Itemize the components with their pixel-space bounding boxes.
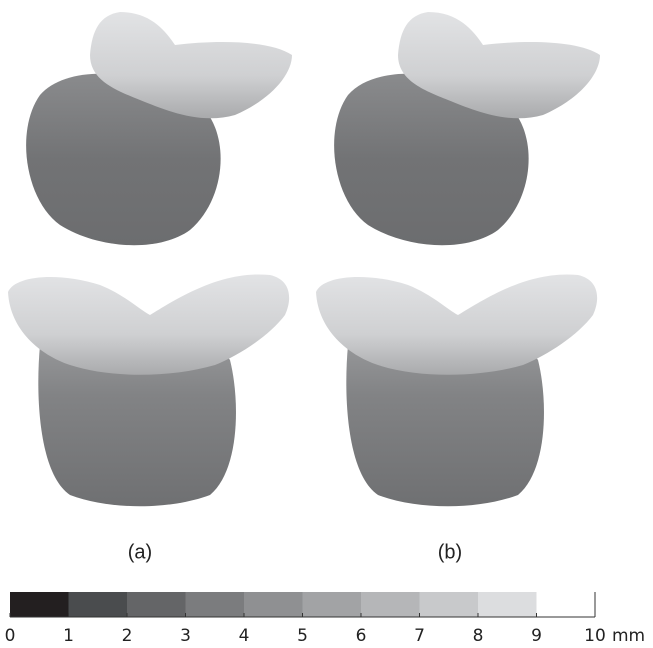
- shape-b-front: [316, 274, 597, 506]
- colorbar-segment: [478, 592, 537, 617]
- colorbar-segment: [69, 592, 128, 617]
- colorbar-segment: [303, 592, 362, 617]
- panel-label: (b): [438, 541, 462, 563]
- colorbar-segment: [537, 592, 596, 617]
- tick-label: 6: [356, 626, 367, 646]
- page: (a) (b) mm 012345678910 (() => { const d…: [0, 0, 653, 648]
- tick-label: 9: [531, 626, 542, 646]
- tick-label: 3: [180, 626, 191, 646]
- shape-b-top: [334, 12, 600, 245]
- tick-label: 4: [239, 626, 250, 646]
- figure: (a) (b) mm 0 1 2 3 4 5 6 7 8 9 10: [0, 0, 653, 648]
- tick-label: 0: [5, 626, 16, 646]
- tick-label: 5: [297, 626, 308, 646]
- shape-a-top: [26, 12, 292, 245]
- colorbar-segment: [244, 592, 303, 617]
- tick-label: 1: [63, 626, 74, 646]
- tick-label: 7: [414, 626, 425, 646]
- tick-label: 2: [122, 626, 133, 646]
- tick-label: 8: [473, 626, 484, 646]
- panel-label: (a): [128, 541, 152, 563]
- colorbar-segment: [420, 592, 479, 617]
- colorbar-segment: [186, 592, 245, 617]
- colorbar-segment: [361, 592, 420, 617]
- colorbar-unit: mm: [612, 626, 645, 646]
- colorbar-segment: [127, 592, 186, 617]
- shape-a-front: [8, 274, 289, 506]
- colorbar-segment: [10, 592, 69, 617]
- tick-label: 10: [584, 626, 606, 646]
